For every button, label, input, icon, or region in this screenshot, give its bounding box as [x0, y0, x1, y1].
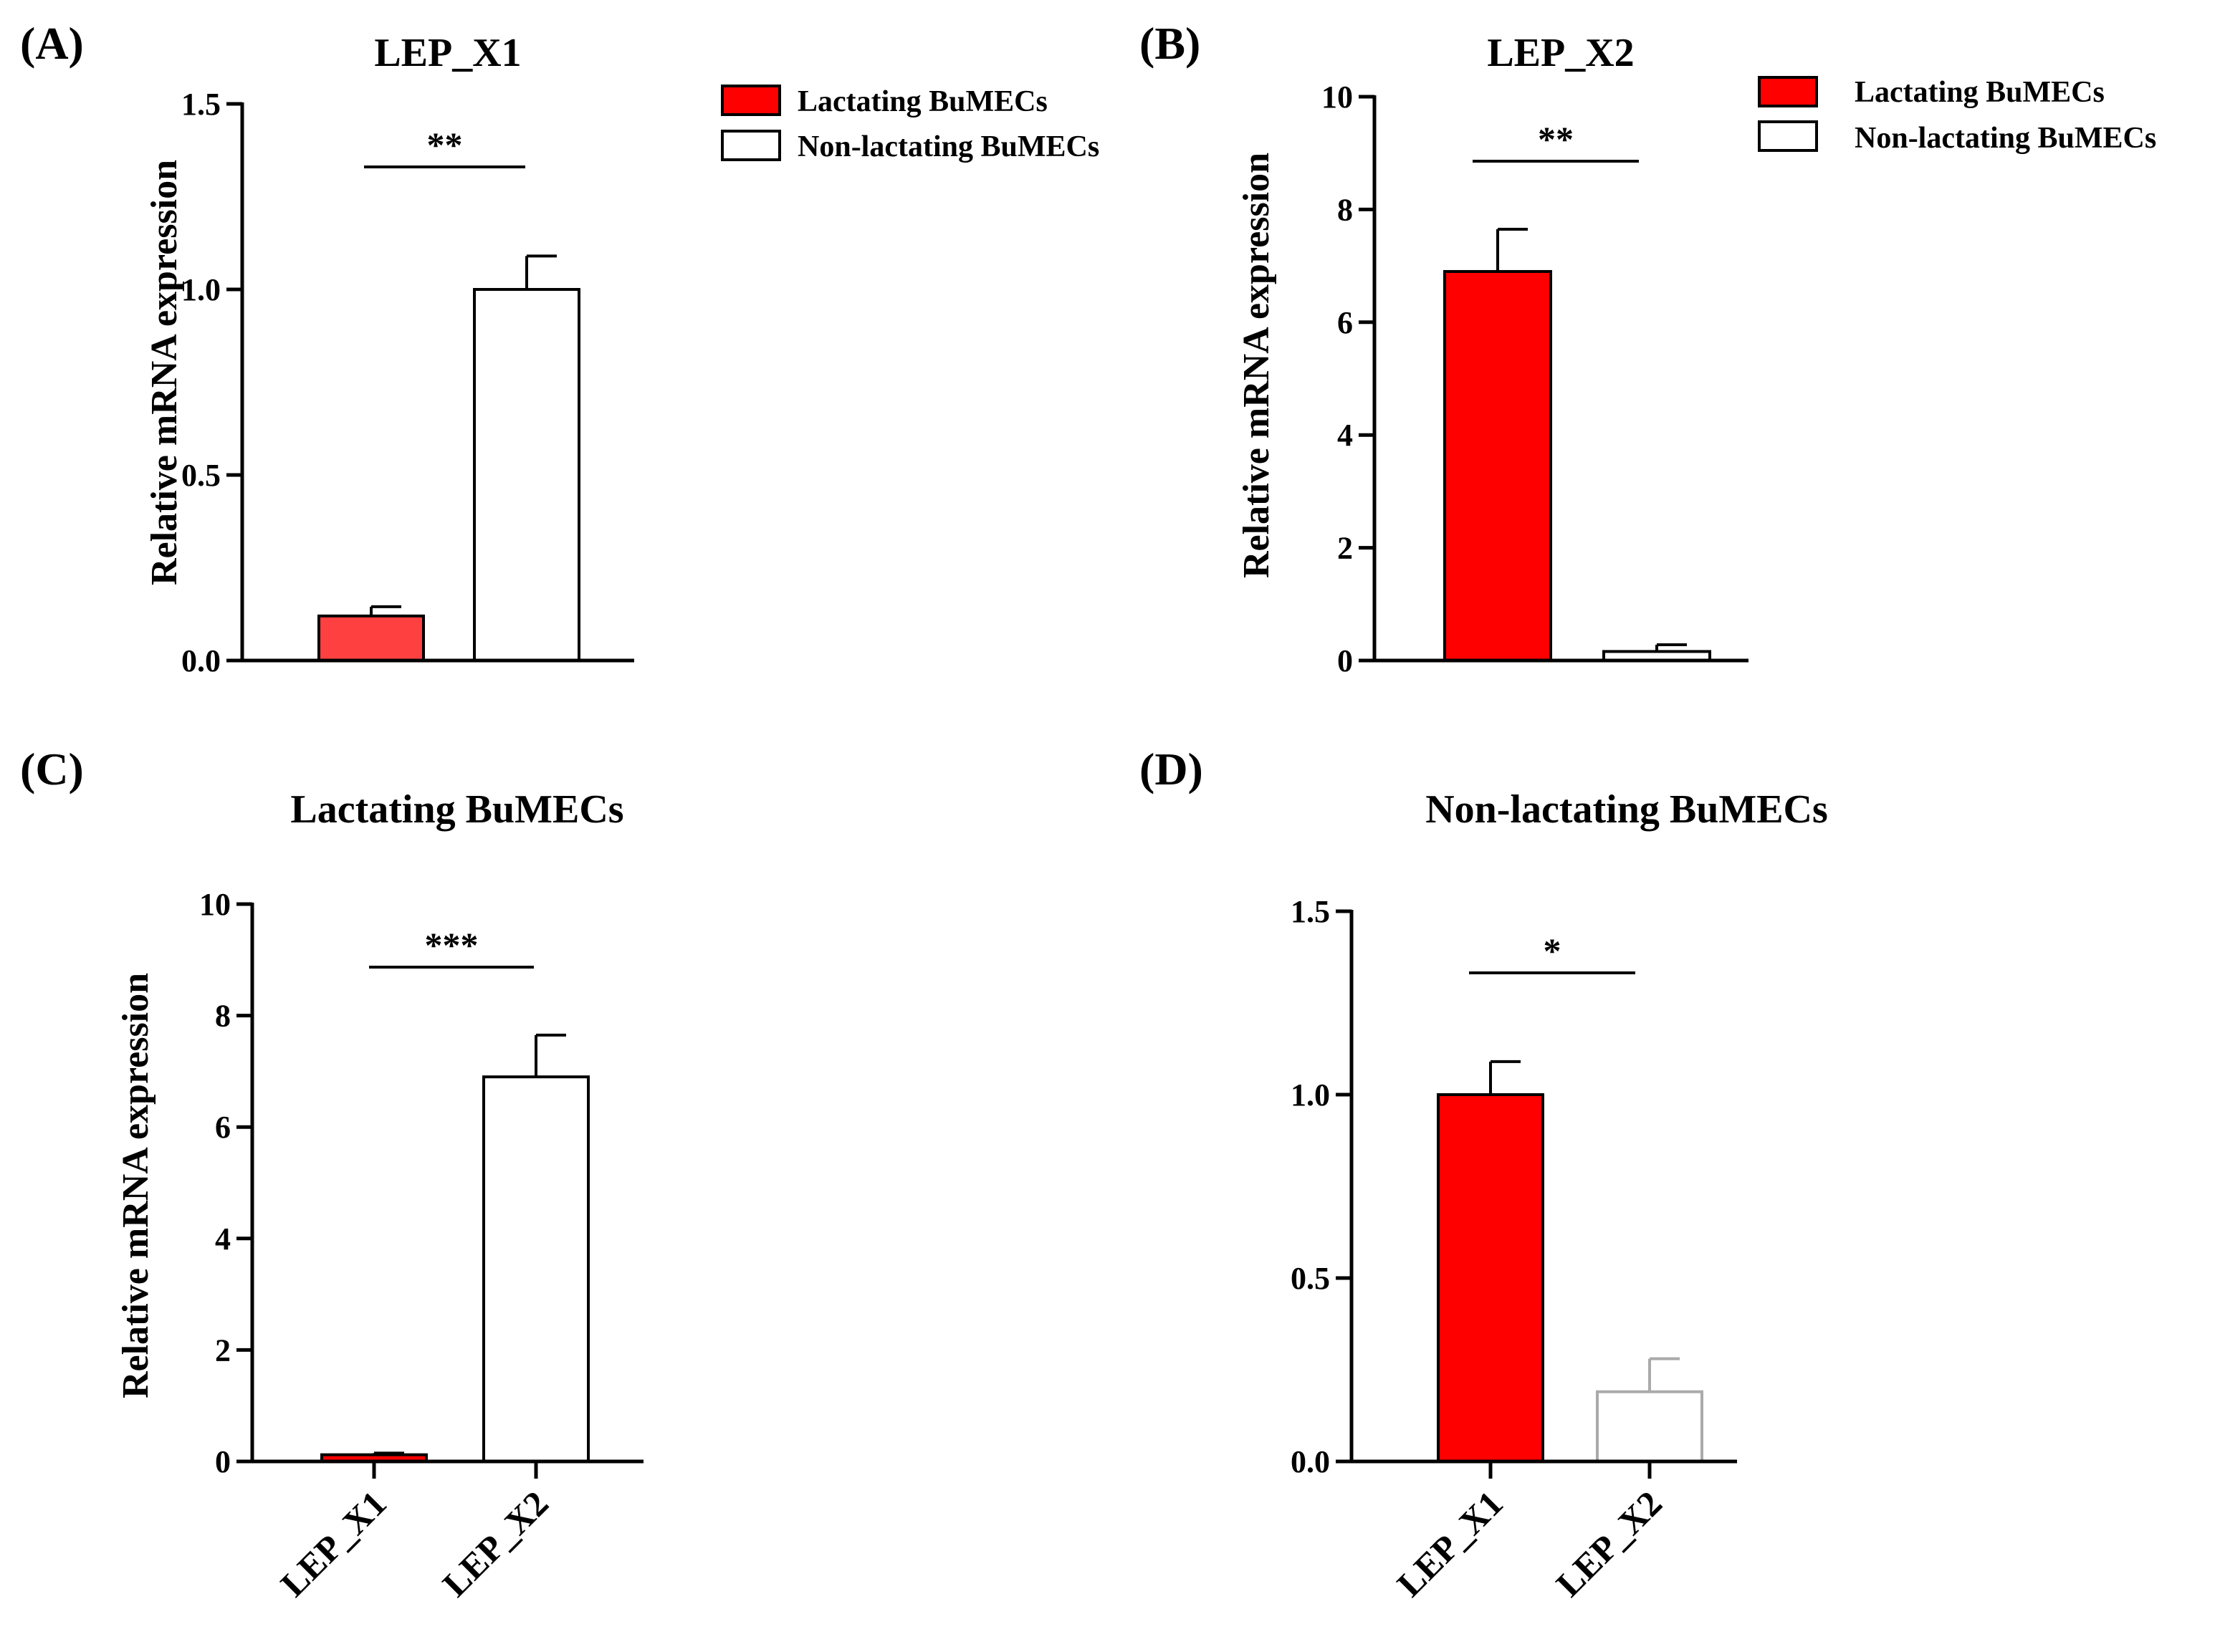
y-tick-label-b-2: 4: [1337, 418, 1353, 453]
plot-area-c: 0 2 4 6 8 10 LEP_X1 LEP_X2 ***: [199, 887, 644, 1604]
x-tick-label-d-1: LEP_X1: [1389, 1483, 1511, 1604]
plot-area-a: 0.0 0.5 1.0 1.5 **: [181, 87, 634, 678]
y-tick-label-a-2: 1.0: [181, 272, 221, 307]
legend-swatch-nonlactating-a: [721, 130, 781, 161]
y-tick-label-a-3: 1.5: [181, 87, 221, 122]
chart-title-a: LEP_X1: [374, 31, 521, 75]
significance-marker-d: *: [1544, 931, 1561, 971]
panel-label-d: (D): [1139, 744, 1203, 794]
y-tick-label-a-0: 0.0: [181, 643, 221, 678]
y-tick-label-d-1: 0.5: [1291, 1261, 1330, 1296]
significance-marker-b: **: [1538, 119, 1574, 159]
y-tick-label-c-1: 2: [215, 1332, 231, 1368]
legend-label-nonlactating-a: Non-lactating BuMECs: [798, 130, 1099, 163]
y-tick-label-d-3: 1.5: [1291, 894, 1330, 929]
legend-label-lactating-b: Lactating BuMECs: [1855, 76, 2105, 109]
legend-swatch-nonlactating-b: [1758, 120, 1818, 152]
y-tick-label-a-1: 0.5: [181, 458, 221, 493]
y-tick-label-b-1: 2: [1337, 531, 1353, 566]
bar-a-1: [317, 614, 425, 663]
y-tick-label-b-5: 10: [1321, 80, 1353, 115]
y-tick-label-d-2: 1.0: [1291, 1077, 1330, 1113]
y-axis-label-b: Relative mRNA expression: [1236, 153, 1277, 578]
y-tick-label-b-0: 0: [1337, 643, 1353, 678]
significance-marker-c: ***: [425, 925, 479, 965]
y-axis-label-a: Relative mRNA expression: [144, 160, 185, 585]
panel-label-b: (B): [1139, 18, 1200, 69]
chart-title-c: Lactating BuMECs: [290, 787, 623, 832]
legend-b: Lactating BuMECs Non-lactating BuMECs: [1758, 76, 2156, 155]
chart-title-d: Non-lactating BuMECs: [1425, 787, 1828, 832]
chart-title-b: LEP_X2: [1487, 31, 1634, 75]
plot-area-b: 0 2 4 6 8 10 **: [1321, 80, 1748, 678]
y-tick-label-c-5: 10: [199, 887, 231, 922]
panel-d: (D) Non-lactating BuMECs 0.0 0.5 1.0 1.5 LEP…: [1139, 744, 1828, 1604]
x-tick-label-d-2: LEP_X2: [1549, 1483, 1670, 1604]
panel-c: (C) Lactating BuMECs Relative mRNA expre…: [20, 744, 644, 1604]
significance-marker-a: **: [427, 125, 463, 165]
panel-b: (B) LEP_X2 Relative mRNA expression 0 2 4 6…: [1139, 18, 2156, 678]
x-tick-label-c-2: LEP_X2: [435, 1483, 556, 1604]
bar-d-1: [1437, 1093, 1544, 1463]
y-tick-label-b-4: 8: [1337, 192, 1353, 227]
y-tick-label-d-0: 0.0: [1291, 1444, 1330, 1479]
x-tick-label-c-1: LEP_X1: [273, 1483, 394, 1604]
bar-c-2: [482, 1075, 590, 1464]
y-tick-label-c-0: 0: [215, 1444, 231, 1479]
y-tick-label-c-3: 6: [215, 1110, 231, 1145]
panel-a: (A) LEP_X1 Relative mRNA expression 0.00…: [20, 18, 1099, 678]
y-tick-label-c-4: 8: [215, 999, 231, 1034]
panel-label-a: (A): [20, 18, 84, 69]
panel-label-c: (C): [20, 744, 84, 794]
y-axis-label-c: Relative mRNA expression: [115, 973, 156, 1398]
legend-swatch-lactating-a: [721, 85, 781, 116]
legend-a: Lactating BuMECs Non-lactating BuMECs: [721, 85, 1099, 163]
bar-b-1: [1443, 269, 1552, 663]
bar-d-2: [1596, 1390, 1703, 1463]
legend-label-lactating-a: Lactating BuMECs: [798, 85, 1048, 118]
bar-a-2: [473, 288, 580, 662]
legend-swatch-lactating-b: [1758, 76, 1818, 107]
legend-label-nonlactating-b: Non-lactating BuMECs: [1855, 122, 2156, 155]
y-tick-label-c-2: 4: [215, 1221, 231, 1257]
y-tick-label-b-3: 6: [1337, 305, 1353, 340]
plot-area-d: 0.0 0.5 1.0 1.5 LEP_X1 LEP_X2 *: [1291, 894, 1737, 1604]
